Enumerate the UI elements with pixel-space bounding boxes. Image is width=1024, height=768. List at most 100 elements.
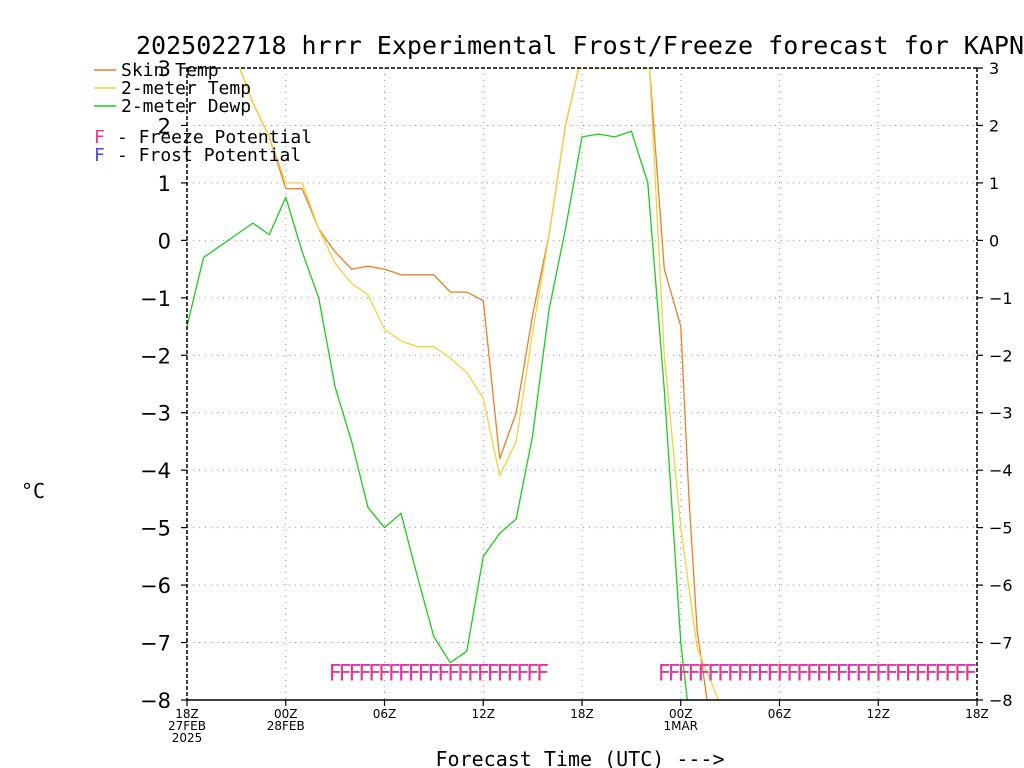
freeze-marker: F xyxy=(826,661,839,686)
freeze-marker: F xyxy=(756,661,769,686)
x-axis-label: Forecast Time (UTC) ---> xyxy=(436,747,725,768)
freeze-marker: F xyxy=(506,661,519,686)
freeze-marker: F xyxy=(727,661,740,686)
y-tick-label-left: −2 xyxy=(140,344,171,368)
legend-label: - Frost Potential xyxy=(117,145,301,166)
y-tick-label-left: −6 xyxy=(140,574,171,598)
freeze-marker: F xyxy=(944,661,957,686)
y-tick-label-left: 2 xyxy=(158,114,171,138)
y-tick-label-left: 3 xyxy=(158,57,171,81)
freeze-marker: F xyxy=(865,661,878,686)
series-lines xyxy=(187,68,720,700)
x-tick-label: 2025 xyxy=(172,731,203,745)
y-tick-label-left: −5 xyxy=(140,517,171,541)
freeze-marker: F xyxy=(388,661,401,686)
freeze-marker: F xyxy=(677,661,690,686)
y-tick-label-right: −6 xyxy=(989,576,1013,595)
freeze-marker: F xyxy=(516,661,529,686)
freeze-marker: F xyxy=(329,661,342,686)
y-tick-label-right: −7 xyxy=(989,634,1013,653)
freeze-marker: F xyxy=(816,661,829,686)
y-tick-label-right: 3 xyxy=(989,59,999,78)
freeze-marker: F xyxy=(398,661,411,686)
legend-label: - Freeze Potential xyxy=(117,127,312,148)
freeze-marker: F xyxy=(457,661,470,686)
y-tick-label-right: −8 xyxy=(989,691,1013,710)
x-tick-label: 28FEB xyxy=(267,719,305,733)
freeze-marker: F xyxy=(717,661,730,686)
freeze-marker: F xyxy=(687,661,700,686)
x-tick-label: 18Z xyxy=(965,707,989,721)
freeze-marker: F xyxy=(835,661,848,686)
freeze-marker: F xyxy=(924,661,937,686)
freeze-marker: F xyxy=(954,661,967,686)
freeze-marker: F xyxy=(855,661,868,686)
freeze-marker: F xyxy=(914,661,927,686)
x-tick-label: 18Z xyxy=(175,707,199,721)
freeze-marker: F xyxy=(368,661,381,686)
legend-label: 2-meter Dewp xyxy=(121,96,251,117)
freeze-marker: F xyxy=(477,661,490,686)
freeze-marker: F xyxy=(875,661,888,686)
freeze-marker: F xyxy=(447,661,460,686)
freeze-marker: F xyxy=(358,661,371,686)
x-tick-label: 18Z xyxy=(570,707,594,721)
freeze-marker: F xyxy=(536,661,549,686)
y-tick-label-left: −8 xyxy=(140,689,171,713)
freeze-marker: F xyxy=(417,661,430,686)
series-line-2-meter-dewp xyxy=(187,130,688,700)
freeze-marker: F xyxy=(427,661,440,686)
freeze-marker: F xyxy=(934,661,947,686)
freeze-marker: F xyxy=(964,661,977,686)
y-tick-label-left: −3 xyxy=(140,402,171,426)
y-tick-label-left: −7 xyxy=(140,632,171,656)
freeze-marker: F xyxy=(707,661,720,686)
x-tick-label: 06Z xyxy=(768,707,792,721)
y-axis-label: °C xyxy=(21,479,45,503)
freeze-marker: F xyxy=(496,661,509,686)
freeze-marker: F xyxy=(348,661,361,686)
freeze-marker: F xyxy=(796,661,809,686)
freeze-marker: F xyxy=(467,661,480,686)
freeze-marker: F xyxy=(766,661,779,686)
y-tick-label-right: −2 xyxy=(989,346,1013,365)
y-tick-label-left: 0 xyxy=(158,229,171,253)
legend-label: Skin Temp xyxy=(121,60,219,81)
y-tick-label-right: −1 xyxy=(989,289,1013,308)
x-tick-label: 27FEB xyxy=(168,719,206,733)
freeze-marker: F xyxy=(668,661,681,686)
series-line-2-meter-temp xyxy=(239,68,720,700)
y-tick-label-left: −4 xyxy=(140,459,171,483)
x-tick-label: 12Z xyxy=(472,707,496,721)
y-tick-label-right: −5 xyxy=(989,519,1013,538)
axis-ticks: −8 −8 −7 −7 −6 −6 −5 −5 −4 −4 −3 −3 −2 −2 −1 −1 0 0 1 1 2 2 3 3… xyxy=(140,57,1013,745)
freeze-marker: F xyxy=(437,661,450,686)
y-tick-label-left: −1 xyxy=(140,287,171,311)
freeze-marker: F xyxy=(526,661,539,686)
freeze-marker: F xyxy=(895,661,908,686)
chart-title: 2025022718 hrrr Experimental Frost/Freez… xyxy=(136,31,1024,60)
x-tick-label: 00Z xyxy=(669,707,693,721)
legend-label: 2-meter Temp xyxy=(121,78,251,99)
y-tick-label-right: 1 xyxy=(989,174,999,193)
y-tick-label-right: −4 xyxy=(989,461,1013,480)
freeze-marker: F xyxy=(905,661,918,686)
y-tick-label-right: 0 xyxy=(989,231,999,250)
series-line-skin-temp xyxy=(239,68,708,700)
x-tick-label: 12Z xyxy=(867,707,891,721)
freeze-marker: F xyxy=(658,661,671,686)
freeze-marker: F xyxy=(747,661,760,686)
freeze-marker: F xyxy=(378,661,391,686)
freeze-marker: F xyxy=(885,661,898,686)
freeze-marker: F xyxy=(737,661,750,686)
freeze-marker: F xyxy=(487,661,500,686)
y-tick-label-left: 1 xyxy=(158,172,171,196)
legend-letter: F xyxy=(94,127,105,148)
freeze-marker: F xyxy=(806,661,819,686)
freeze-marker: F xyxy=(338,661,351,686)
freeze-marker: F xyxy=(697,661,710,686)
